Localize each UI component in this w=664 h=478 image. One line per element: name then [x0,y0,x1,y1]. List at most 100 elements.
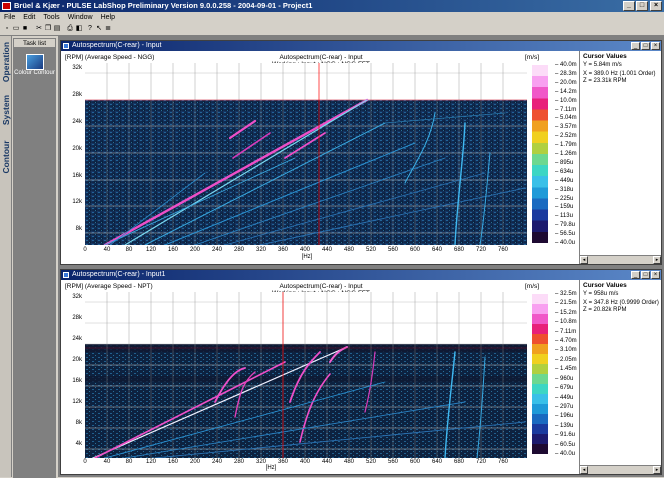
x-tick: 560 [387,459,398,465]
x-tick: 720 [475,459,486,465]
window-1-title-bar[interactable]: Autospectrum(C-rear) - Input _ □ × [61,41,661,51]
paste-icon[interactable]: ▤ [53,25,61,32]
window-1-maximize-button[interactable]: □ [641,42,650,50]
scroll-right-button[interactable]: ▸ [653,466,661,474]
x-tick: 440 [321,459,332,465]
window-1-title: Autospectrum(C-rear) - Input [72,42,162,49]
minimize-button[interactable]: _ [623,1,635,11]
menu-window[interactable]: Window [67,14,93,21]
new-icon[interactable]: ▫ [5,25,9,32]
window-2-title-bar[interactable]: Autospectrum(C-rear) - Input1 _ □ × [61,270,661,280]
cursor-y-value: Y = 5.84m m/s [583,62,622,68]
contour-plot-2[interactable] [85,292,527,458]
y-tick: 8k [75,420,82,426]
menu-help[interactable]: Help [100,14,115,21]
print-icon[interactable]: ⎙ [67,25,73,32]
settings-icon[interactable]: ≣ [105,25,111,32]
mdi-workspace: Autospectrum(C-rear) - Input _ □ × [RPM]… [58,36,664,477]
colorbar-tick-label: – 2.52m [555,133,577,140]
colorbar-tick-label: – 1.45m [555,366,577,373]
save-icon[interactable]: ■ [22,25,28,32]
cursor-values-panel-1: Cursor Values Y = 5.84m m/s X = 389.0 Hz… [580,51,661,264]
x-tick: 320 [255,459,266,465]
colorbar-tick-label: – 79.8u [555,222,576,229]
maximize-button[interactable]: □ [636,1,648,11]
x-tick: 520 [365,247,376,253]
cursor-panel-scrollbar[interactable]: ◂ ▸ [580,465,661,474]
x-tick: 680 [453,247,464,253]
colour-contour-icon[interactable] [26,54,44,70]
colorbar-tick-label: – 3.57m [555,124,577,131]
colorbar-tick-label: – 21.5m [555,300,577,307]
contour-plot-1[interactable] [85,63,527,245]
x-tick: 280 [233,459,244,465]
print-preview-icon[interactable]: ◧ [75,25,83,32]
close-button[interactable]: × [650,1,662,11]
open-icon[interactable]: ▭ [12,25,20,32]
cursor-y-value: Y = 958u m/s [583,291,619,297]
colorbar-tick-label: – 1.79m [555,142,577,149]
app-title: Brüel & Kjær - PULSE LabShop Preliminary… [14,1,313,10]
x-tick: 0 [83,459,87,465]
cursor-z-value: Z = 23.31k RPM [583,78,627,84]
colorbar-tick-label: – 7.11m [555,106,577,113]
y-tick: 20k [72,357,82,363]
vertical-tabs: Operation System Contour [0,36,12,477]
menu-file[interactable]: File [4,14,16,21]
colour-contour-label[interactable]: Colour Contour [14,70,55,76]
colorbar-tick-label: – 40.0u [555,451,576,457]
y-tick: 32k [72,65,82,71]
cursor-values-title: Cursor Values [583,282,627,289]
colorbar-tick-label: – 139u [555,422,574,429]
x-tick: 400 [299,459,310,465]
task-list-panel: Task list Colour Contour [13,38,56,478]
graph-title-line-1: Autospectrum(C-rear) - Input [279,54,363,61]
x-tick: 160 [167,247,178,253]
colorbar-tick-label: – 91.6u [555,432,576,439]
x-tick: 160 [167,459,178,465]
task-list-header[interactable]: Task list [13,38,56,48]
x-tick: 120 [145,247,156,253]
x-tick: 40 [103,247,111,253]
cut-icon[interactable]: ✂ [36,25,42,32]
scroll-left-button[interactable]: ◂ [580,466,588,474]
x-tick: 200 [189,459,200,465]
window-icon [63,43,69,49]
window-1-close-button[interactable]: × [651,42,660,50]
tab-system[interactable]: System [0,94,11,126]
cursor-values-title: Cursor Values [583,53,627,60]
help-icon[interactable]: ? [88,25,92,32]
x-tick: 680 [453,459,464,465]
graph-title-line-1: Autospectrum(C-rear) - Input [279,283,363,290]
colorbar-tick-label: – 318u [555,186,574,193]
window-2-maximize-button[interactable]: □ [641,271,650,279]
cursor-z-value: Z = 20.82k RPM [583,307,627,313]
copy-icon[interactable]: ❐ [44,25,52,32]
colorbar-tick-label: – 960u [555,375,574,382]
y-tick: 24k [72,336,82,342]
menu-edit[interactable]: Edit [23,14,36,21]
scroll-left-button[interactable]: ◂ [580,256,588,264]
cursor-panel-scrollbar[interactable]: ◂ ▸ [580,255,661,264]
colorbar-tick-label: – 60.5u [555,441,576,448]
menu-tools[interactable]: Tools [43,14,60,21]
tab-operation[interactable]: Operation [0,41,11,83]
window-2-close-button[interactable]: × [651,271,660,279]
colorbar-tick-label: – 20.0m [555,79,577,86]
scroll-right-button[interactable]: ▸ [653,256,661,264]
y-tick: 16k [72,378,82,384]
rpm-label: [RPM] (Average Speed - NPT) [65,283,153,290]
x-tick: 640 [431,247,442,253]
tab-contour[interactable]: Contour [0,140,11,174]
window-1-minimize-button[interactable]: _ [631,42,640,50]
x-tick: 640 [431,459,442,465]
context-help-icon[interactable]: ↖ [96,25,102,32]
x-tick: 240 [211,459,222,465]
window-2-minimize-button[interactable]: _ [631,271,640,279]
y-tick: 28k [72,315,82,321]
x-tick: 40 [103,459,111,465]
y-tick: 32k [72,294,82,300]
x-tick: 600 [409,247,420,253]
colorbar-tick-label: – 225u [555,195,574,202]
x-tick: 560 [387,247,398,253]
